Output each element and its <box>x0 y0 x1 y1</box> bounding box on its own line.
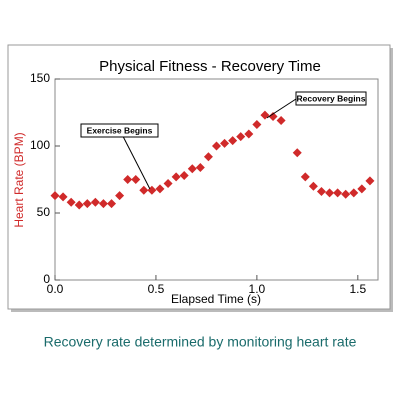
data-point <box>195 162 205 172</box>
data-point <box>66 197 76 207</box>
data-point <box>131 175 141 184</box>
y-axis-label: Heart Rate (BPM) <box>12 132 26 227</box>
data-point <box>300 172 310 182</box>
y-tick-label: 150 <box>30 71 50 85</box>
data-point <box>187 164 197 174</box>
data-point <box>333 188 343 198</box>
x-tick-label: 1.0 <box>249 282 266 296</box>
plot-area <box>54 78 379 281</box>
data-point <box>98 199 108 209</box>
data-point <box>212 141 221 151</box>
data-point <box>316 187 326 197</box>
y-tick-label: 0 <box>43 272 50 286</box>
x-tick-label: 0.0 <box>47 282 64 296</box>
data-point <box>276 116 286 126</box>
x-axis-label: Elapsed Time (s) <box>171 292 261 306</box>
data-point <box>252 120 262 130</box>
data-point <box>90 197 100 207</box>
data-point <box>268 112 278 122</box>
data-point <box>203 152 213 162</box>
data-point <box>308 181 318 191</box>
data-point <box>139 185 149 195</box>
annotation-box <box>295 91 367 106</box>
data-point <box>155 184 165 194</box>
caption: Recovery rate determined by monitoring h… <box>44 334 357 350</box>
x-tick-label: 0.5 <box>148 282 165 296</box>
data-point <box>50 191 60 201</box>
data-point <box>58 192 68 202</box>
frame <box>7 44 391 310</box>
data-point <box>228 136 238 146</box>
data-point <box>123 175 133 184</box>
data-point <box>179 170 189 180</box>
data-point <box>341 189 351 199</box>
annotation-arrow <box>122 136 151 190</box>
annotation-text: Recovery Begins <box>297 93 366 103</box>
annotation-box <box>80 123 159 138</box>
annotation-arrow <box>266 98 297 119</box>
y-tick-label: 100 <box>30 138 50 152</box>
data-point <box>349 188 359 198</box>
x-tick-label: 1.5 <box>349 282 366 296</box>
data-point <box>292 148 302 158</box>
data-point <box>236 132 246 142</box>
data-point <box>115 191 125 201</box>
y-tick-label: 50 <box>37 205 51 219</box>
data-point <box>325 188 335 198</box>
data-point <box>171 172 181 182</box>
data-point <box>365 176 375 186</box>
data-point <box>220 138 230 148</box>
annotation-text: Exercise Begins <box>87 125 153 135</box>
data-point <box>82 199 92 209</box>
data-point <box>163 179 173 189</box>
data-point <box>107 199 117 209</box>
data-point <box>357 184 367 194</box>
chart-title: Physical Fitness - Recovery Time <box>99 58 321 75</box>
data-point <box>244 129 254 139</box>
data-point <box>74 200 84 210</box>
